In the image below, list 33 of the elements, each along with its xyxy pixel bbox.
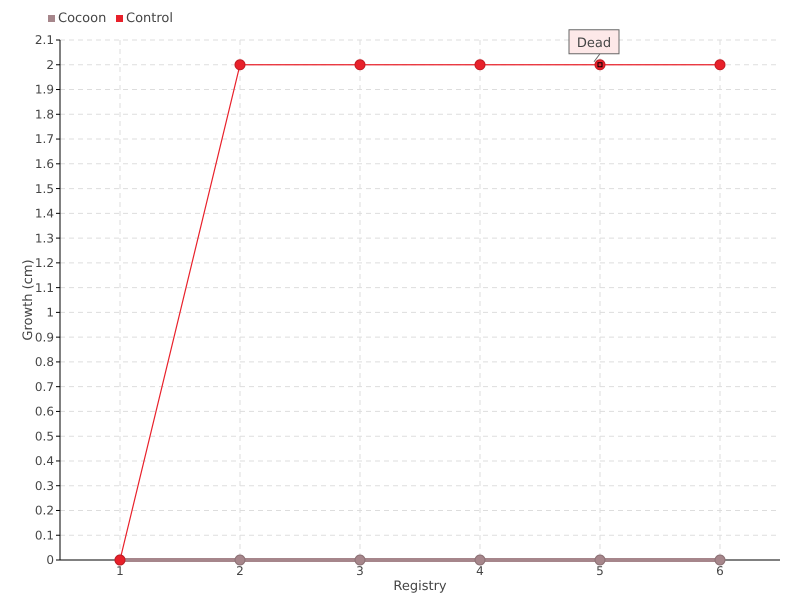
y-tick-label: 0.7	[34, 380, 54, 394]
x-tick-label: 2	[236, 564, 244, 578]
y-tick-label: 1.9	[34, 82, 54, 97]
y-tick-label: 1.1	[34, 280, 54, 295]
annotation: Dead	[576, 36, 612, 51]
x-tick-label: 4	[476, 564, 484, 578]
y-tick-label: 0.9	[34, 330, 54, 344]
legend-label: Cocoon	[58, 11, 106, 26]
y-tick-label: 1.6	[34, 157, 54, 172]
y-tick-label: 0.5	[34, 429, 54, 444]
x-tick-label: 1	[116, 564, 124, 578]
y-tick-label: 1.2	[34, 256, 54, 270]
y-tick-label: 1.3	[34, 231, 54, 246]
y-tick-label: 0.1	[34, 528, 54, 542]
x-axis-title: Registry	[393, 579, 447, 594]
y-tick-label: 1.7	[34, 132, 54, 146]
legend-label: Control	[126, 11, 173, 26]
y-tick-label: 0.2	[34, 504, 54, 518]
y-tick-label: 1	[46, 306, 54, 320]
y-tick-label: 0.6	[34, 404, 54, 419]
y-tick-label: 2	[46, 58, 54, 72]
y-tick-label: 0.8	[34, 355, 54, 370]
y-tick-label: 2.1	[34, 33, 54, 48]
y-tick-label: 1.8	[34, 107, 54, 122]
y-tick-label: 0.4	[34, 454, 54, 468]
x-tick-label: 3	[356, 564, 364, 578]
x-tick-label: 6	[716, 564, 724, 578]
y-tick-label: 1.5	[34, 182, 54, 196]
x-tick-label: 5	[596, 564, 604, 578]
y-tick-label: 0.3	[34, 478, 54, 493]
y-axis-title: Growth (cm)	[21, 259, 36, 341]
y-tick-label: 1.4	[34, 206, 54, 221]
y-tick-label: 0	[46, 553, 54, 568]
